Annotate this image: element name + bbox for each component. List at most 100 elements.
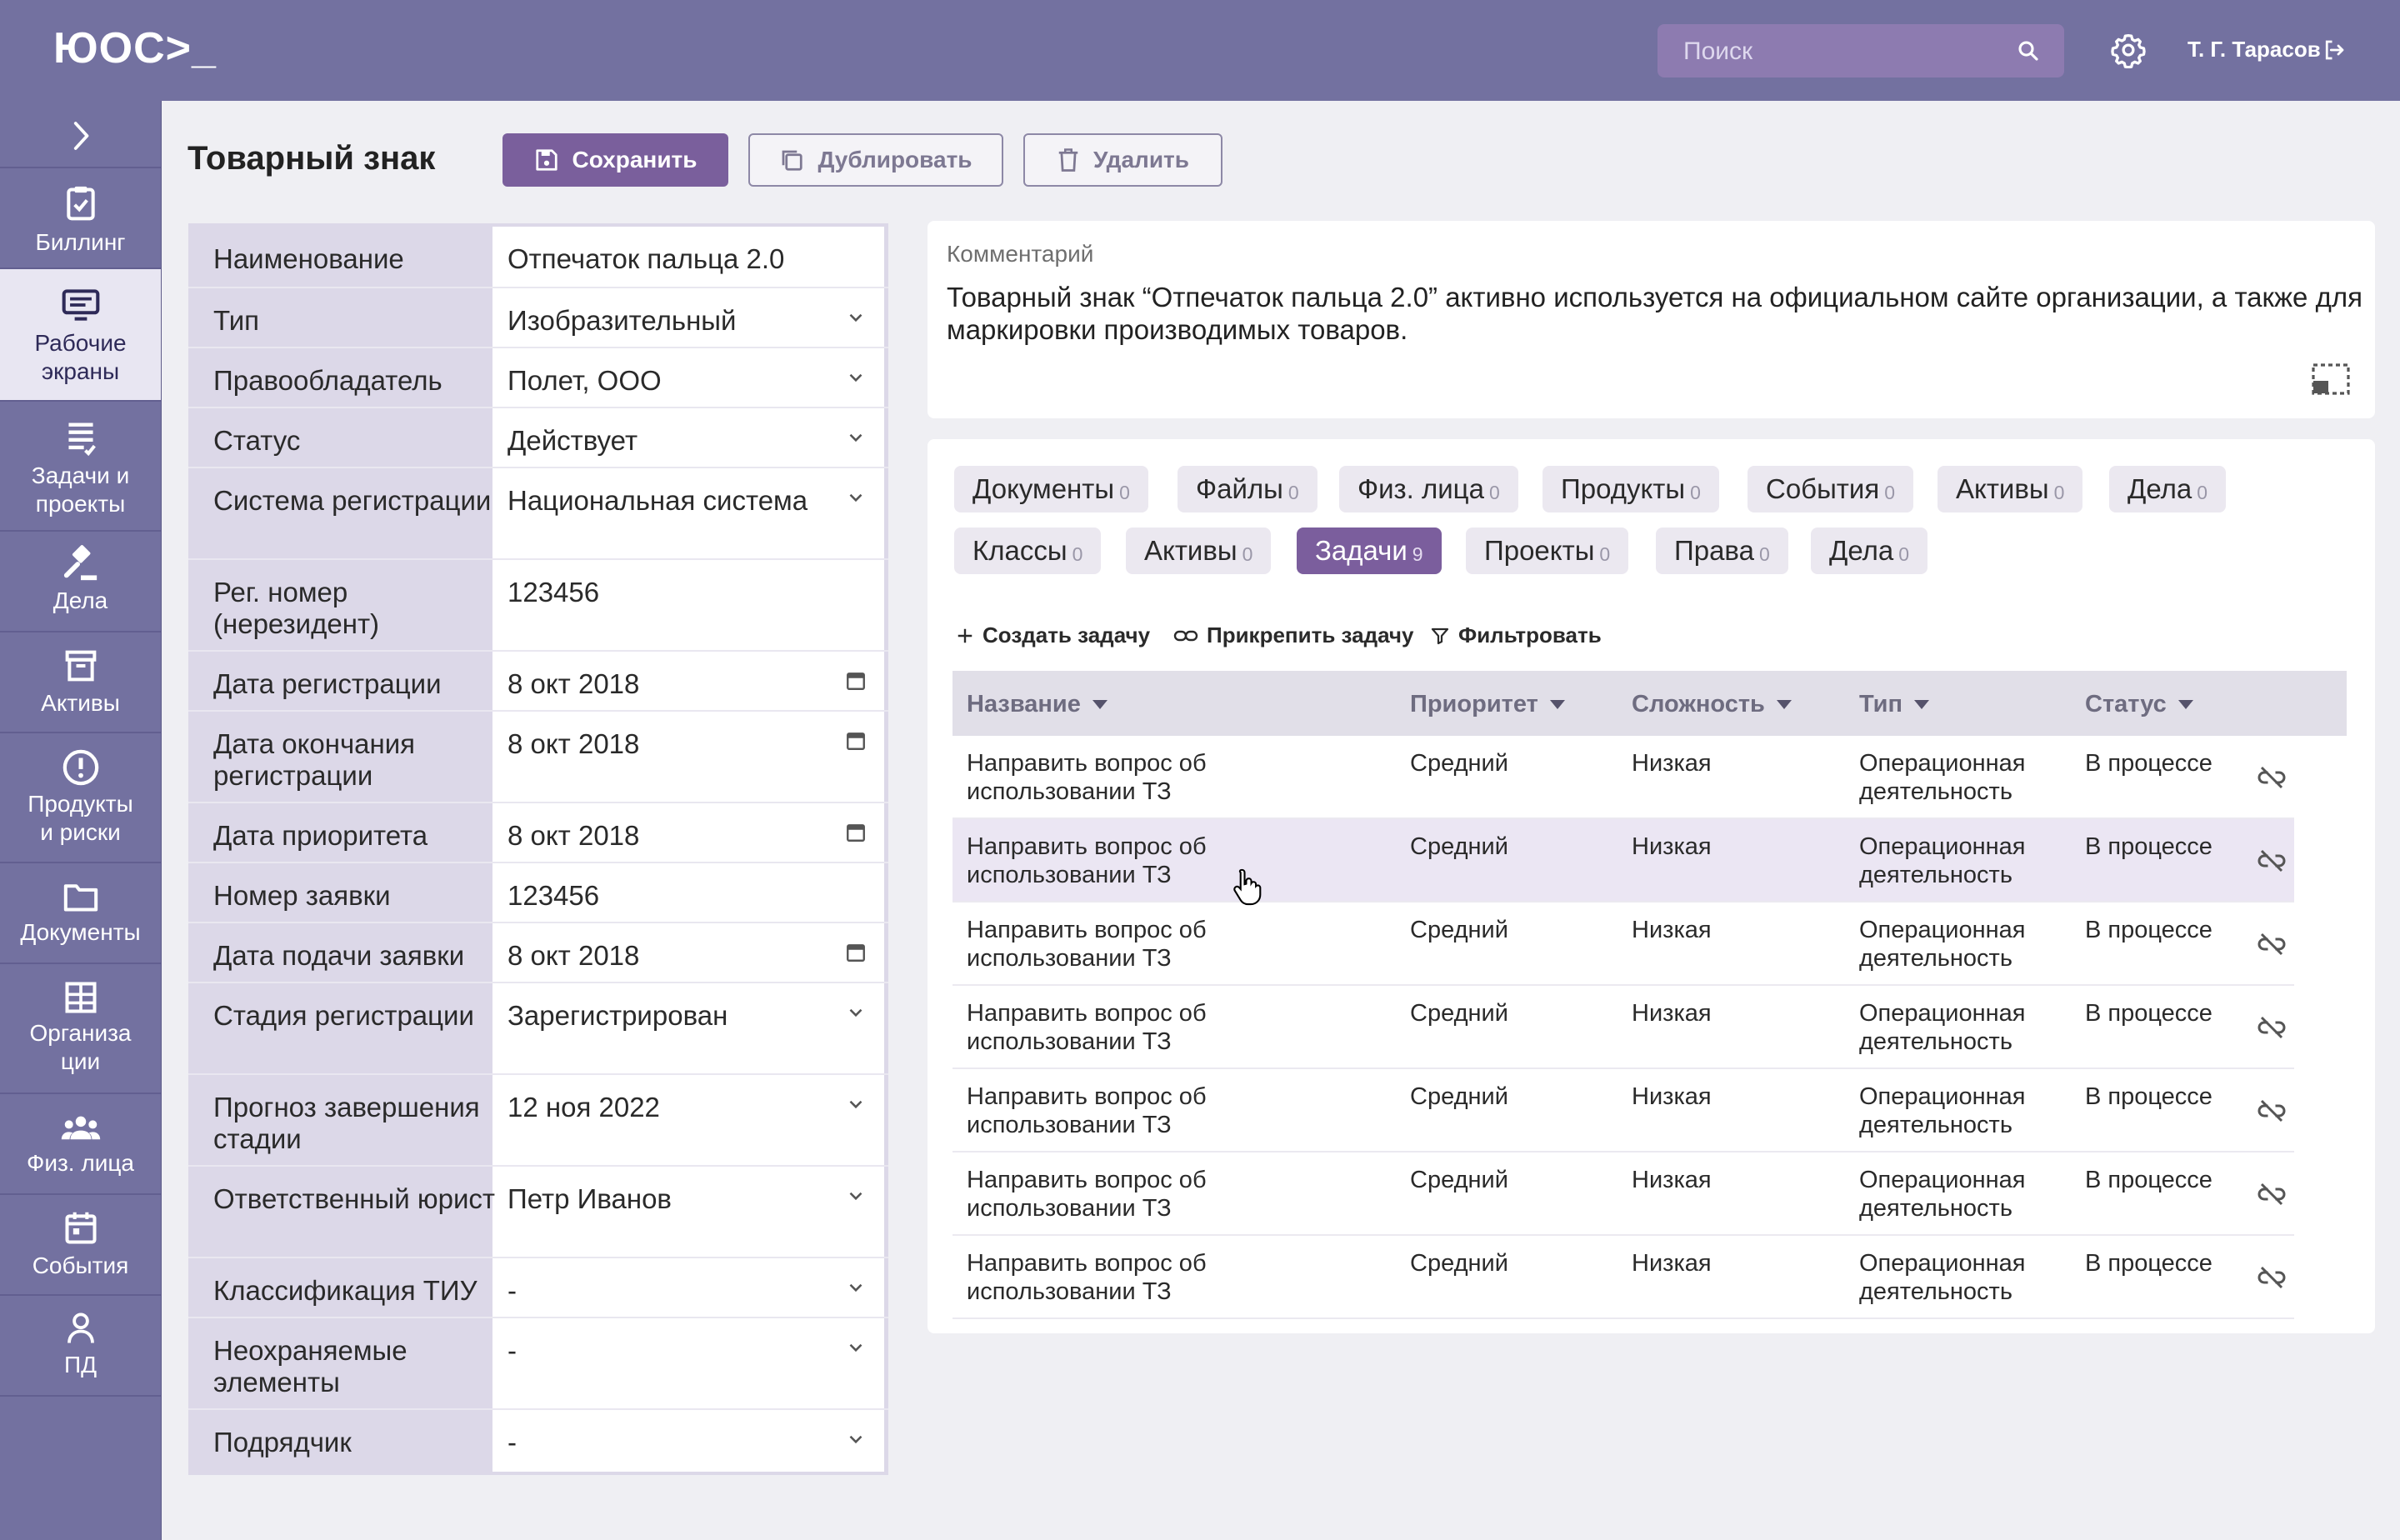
comment-textarea[interactable]: Товарный знак “Отпечаток пальца 2.0” акт… xyxy=(947,282,2362,345)
form-values-column xyxy=(492,227,884,1472)
unlink-icon[interactable] xyxy=(2257,1096,2287,1126)
chevron-down-icon[interactable] xyxy=(845,1002,867,1023)
column-header-complexity[interactable]: Сложность xyxy=(1632,691,1792,718)
sidebar-item-products[interactable]: Продукты и риски xyxy=(0,733,161,863)
tab-cases-2[interactable]: Дела 0 xyxy=(1811,528,1928,574)
table-row[interactable]: Направить вопрос об использовании ТЗ Сре… xyxy=(952,902,2294,986)
gear-icon[interactable] xyxy=(2110,32,2147,68)
calendar-icon[interactable] xyxy=(845,822,867,843)
table-row[interactable]: Направить вопрос об использовании ТЗ Сре… xyxy=(952,1236,2294,1319)
task-name[interactable]: Направить вопрос об использовании ТЗ xyxy=(967,1083,1207,1138)
calendar-icon[interactable] xyxy=(845,670,867,692)
chevron-down-icon[interactable] xyxy=(845,307,867,328)
resize-icon[interactable] xyxy=(2311,362,2351,396)
unlink-icon[interactable] xyxy=(2257,1012,2287,1042)
sidebar-item-organizations[interactable]: Организа ции xyxy=(0,964,161,1094)
column-header-status[interactable]: Статус xyxy=(2085,691,2193,718)
table-row[interactable]: Направить вопрос об использовании ТЗ Сре… xyxy=(952,986,2294,1069)
registration-date-input[interactable]: 8 окт 2018 xyxy=(508,668,640,699)
logout-icon[interactable] xyxy=(2322,38,2347,62)
tab-products[interactable]: Продукты 0 xyxy=(1542,466,1719,512)
monitor-list-icon xyxy=(62,289,99,321)
sidebar-item-documents[interactable]: Документы xyxy=(0,863,161,964)
tab-tasks[interactable]: Задачи 9 xyxy=(1297,528,1442,574)
tab-cases[interactable]: Дела 0 xyxy=(2109,466,2227,512)
filter-button[interactable]: Фильтровать xyxy=(1430,622,1602,648)
tab-count: 9 xyxy=(1412,542,1423,565)
search-icon[interactable] xyxy=(2016,38,2041,63)
chevron-down-icon[interactable] xyxy=(845,427,867,448)
chevron-down-icon[interactable] xyxy=(845,1185,867,1207)
tab-events[interactable]: События 0 xyxy=(1748,466,1914,512)
contractor-select[interactable]: - xyxy=(508,1427,517,1458)
chevron-down-icon[interactable] xyxy=(845,367,867,388)
tab-documents[interactable]: Документы 0 xyxy=(954,466,1148,512)
task-name[interactable]: Направить вопрос об использовании ТЗ xyxy=(967,1167,1207,1222)
task-name[interactable]: Направить вопрос об использовании ТЗ xyxy=(967,1250,1207,1305)
sidebar-item-tasks[interactable]: Задачи и проекты xyxy=(0,402,161,532)
unlink-icon[interactable] xyxy=(2257,846,2287,876)
sidebar-item-cases[interactable]: Дела xyxy=(0,532,161,632)
tab-assets[interactable]: Активы 0 xyxy=(1938,466,2083,512)
column-header-name[interactable]: Название xyxy=(967,691,1108,718)
search-field[interactable]: Поиск xyxy=(1658,24,2064,78)
application-date-input[interactable]: 8 окт 2018 xyxy=(508,940,640,971)
chevron-down-icon[interactable] xyxy=(845,1337,867,1358)
app-logo[interactable]: ЮОС>_ xyxy=(53,24,217,72)
column-header-type[interactable]: Тип xyxy=(1859,691,1929,718)
stage-forecast-select[interactable]: 12 ноя 2022 xyxy=(508,1092,660,1122)
chevron-down-icon[interactable] xyxy=(845,1428,867,1450)
chevron-down-icon[interactable] xyxy=(845,1093,867,1115)
table-row[interactable]: Направить вопрос об использовании ТЗ Сре… xyxy=(952,736,2294,819)
search-input[interactable]: Поиск xyxy=(1683,38,1753,65)
unlink-icon[interactable] xyxy=(2257,929,2287,959)
table-row[interactable]: Направить вопрос об использовании ТЗ Сре… xyxy=(952,1152,2294,1236)
delete-button[interactable]: Удалить xyxy=(1023,133,1222,187)
sidebar-item-assets[interactable]: Активы xyxy=(0,632,161,733)
responsible-lawyer-select[interactable]: Петр Иванов xyxy=(508,1183,672,1214)
table-row[interactable]: Направить вопрос об использовании ТЗ Сре… xyxy=(952,1069,2294,1152)
unlink-icon[interactable] xyxy=(2257,1262,2287,1292)
chevron-down-icon[interactable] xyxy=(845,1277,867,1298)
registration-system-select[interactable]: Национальная система xyxy=(508,485,808,516)
calendar-icon[interactable] xyxy=(845,730,867,752)
tab-persons[interactable]: Физ. лица 0 xyxy=(1339,466,1518,512)
unlink-icon[interactable] xyxy=(2257,1179,2287,1209)
owner-select[interactable]: Полет, ООО xyxy=(508,365,662,396)
calendar-icon[interactable] xyxy=(845,942,867,963)
chevron-down-icon[interactable] xyxy=(845,487,867,508)
task-name[interactable]: Направить вопрос об использовании ТЗ xyxy=(967,917,1207,972)
priority-date-input[interactable]: 8 окт 2018 xyxy=(508,820,640,851)
registration-stage-select[interactable]: Зарегистрирован xyxy=(508,1000,728,1031)
status-select[interactable]: Действует xyxy=(508,425,638,456)
unprotected-elements-select[interactable]: - xyxy=(508,1335,517,1366)
unlink-icon[interactable] xyxy=(2257,762,2287,792)
sidebar-item-pd[interactable]: ПД xyxy=(0,1296,161,1397)
sidebar-item-events[interactable]: События xyxy=(0,1195,161,1296)
attach-task-button[interactable]: Прикрепить задачу xyxy=(1173,622,1413,648)
create-task-button[interactable]: Создать задачу xyxy=(956,622,1150,648)
tab-files[interactable]: Файлы 0 xyxy=(1178,466,1318,512)
table-row[interactable]: Направить вопрос об использовании ТЗ Сре… xyxy=(952,819,2294,902)
name-input[interactable]: Отпечаток пальца 2.0 xyxy=(508,243,785,274)
classification-select[interactable]: - xyxy=(508,1275,517,1306)
user-name[interactable]: Т. Г. Тарасов xyxy=(2188,37,2321,62)
sidebar-item-billing[interactable]: Биллинг xyxy=(0,168,161,269)
tab-classes[interactable]: Классы 0 xyxy=(954,528,1102,574)
tab-assets-2[interactable]: Активы 0 xyxy=(1126,528,1272,574)
expiry-date-input[interactable]: 8 окт 2018 xyxy=(508,728,640,759)
tab-projects[interactable]: Проекты 0 xyxy=(1466,528,1629,574)
task-name[interactable]: Направить вопрос об использовании ТЗ xyxy=(967,750,1207,805)
sidebar-item-persons[interactable]: Физ. лица xyxy=(0,1094,161,1195)
type-select[interactable]: Изобразительный xyxy=(508,305,737,336)
sidebar-toggle[interactable] xyxy=(0,101,161,168)
column-header-priority[interactable]: Приоритет xyxy=(1410,691,1565,718)
duplicate-button[interactable]: Дублировать xyxy=(748,133,1003,187)
tab-rights[interactable]: Права 0 xyxy=(1656,528,1788,574)
task-name[interactable]: Направить вопрос об использовании ТЗ xyxy=(967,833,1207,888)
task-name[interactable]: Направить вопрос об использовании ТЗ xyxy=(967,1000,1207,1055)
save-button[interactable]: Сохранить xyxy=(502,133,728,187)
reg-number-input[interactable]: 123456 xyxy=(508,577,600,608)
sidebar-item-workscreens[interactable]: Рабочие экраны xyxy=(0,269,161,402)
application-number-input[interactable]: 123456 xyxy=(508,880,600,911)
